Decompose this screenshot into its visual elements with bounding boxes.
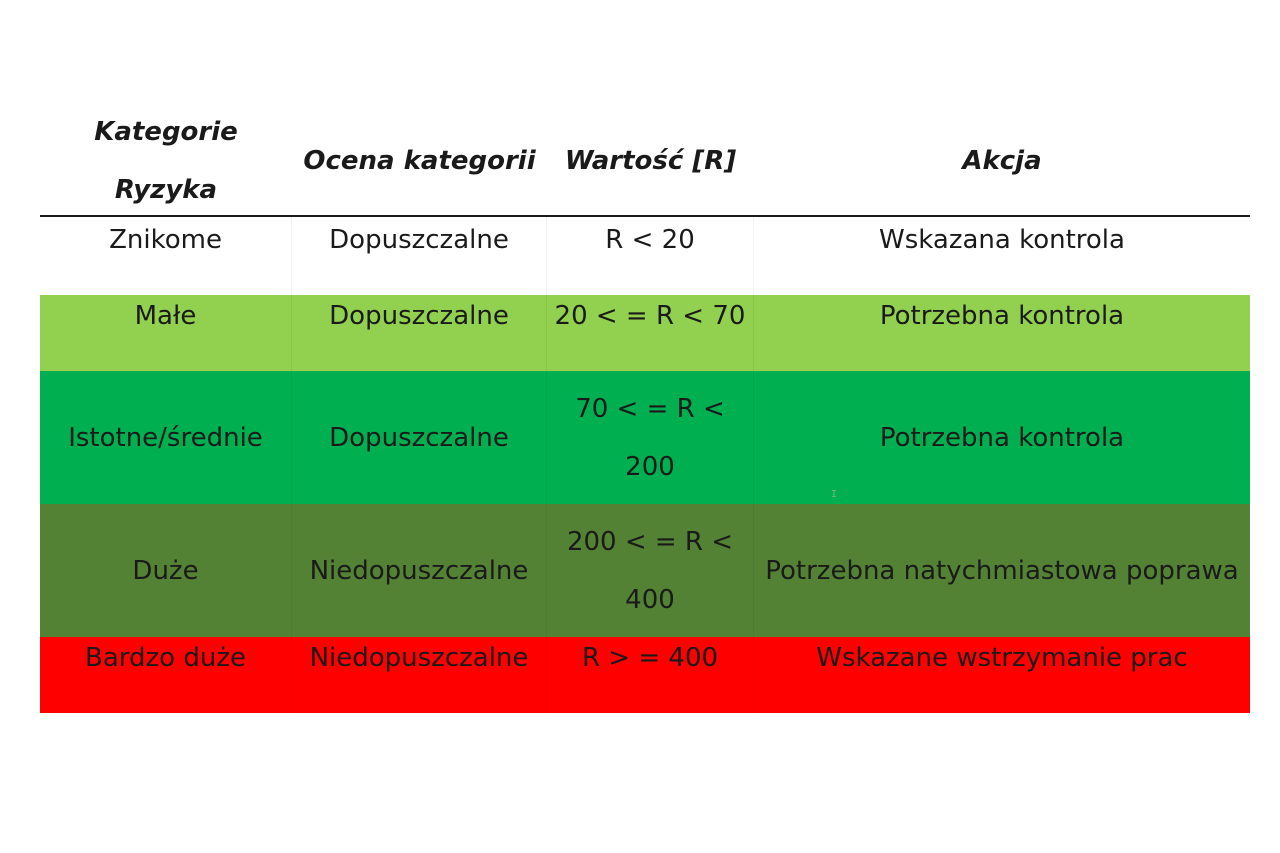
table-row: Małe Dopuszczalne 20 < = R < 70 Potrzebn…: [40, 295, 1250, 371]
row-category: Znikome: [40, 217, 292, 295]
row-action: Potrzebna kontrola: [879, 301, 1125, 331]
header-assessment: Ocena kategorii: [303, 146, 536, 176]
text-cursor-icon: I: [831, 489, 838, 500]
row-category: Istotne/średnie: [40, 371, 292, 504]
row-action: Wskazana kontrola: [879, 225, 1125, 255]
row-value-line: 200 < = R <: [566, 526, 734, 557]
row-category: Duże: [40, 504, 292, 637]
table-header-row: Kategorie Ryzyka Ocena kategorii Wartość…: [40, 117, 1250, 205]
row-action: Wskazane wstrzymanie prac: [816, 643, 1188, 673]
row-assessment: Niedopuszczalne: [292, 504, 547, 637]
header-category: Kategorie Ryzyka: [94, 117, 238, 205]
row-action: Potrzebna natychmiastowa poprawa: [765, 555, 1239, 586]
row-value-line: 200: [625, 451, 675, 482]
row-value: R > = 400: [547, 637, 754, 713]
row-assessment: Dopuszczalne: [292, 371, 547, 504]
row-assessment: Dopuszczalne: [292, 295, 547, 371]
row-value: 20 < = R < 70: [547, 295, 754, 371]
row-value: 70 < = R < 200: [547, 371, 754, 504]
row-value-line: 70 < = R <: [575, 393, 725, 424]
row-value: R < 20: [547, 217, 754, 295]
table-row: Duże Niedopuszczalne 200 < = R < 400 Pot…: [40, 504, 1250, 637]
row-action: Potrzebna kontrola: [879, 422, 1125, 453]
header-divider: [40, 215, 1250, 217]
header-value: Wartość [R]: [564, 146, 737, 176]
row-value: 200 < = R < 400: [547, 504, 754, 637]
row-category: Małe: [40, 295, 292, 371]
header-action: Akcja: [962, 146, 1042, 176]
row-value-line: 400: [625, 584, 675, 615]
row-category: Bardzo duże: [40, 637, 292, 713]
table-row: Bardzo duże Niedopuszczalne R > = 400 Ws…: [40, 637, 1250, 713]
row-assessment: Niedopuszczalne: [292, 637, 547, 713]
table-row: Znikome Dopuszczalne R < 20 Wskazana kon…: [40, 217, 1250, 295]
table-row: Istotne/średnie Dopuszczalne 70 < = R < …: [40, 371, 1250, 504]
row-assessment: Dopuszczalne: [292, 217, 547, 295]
